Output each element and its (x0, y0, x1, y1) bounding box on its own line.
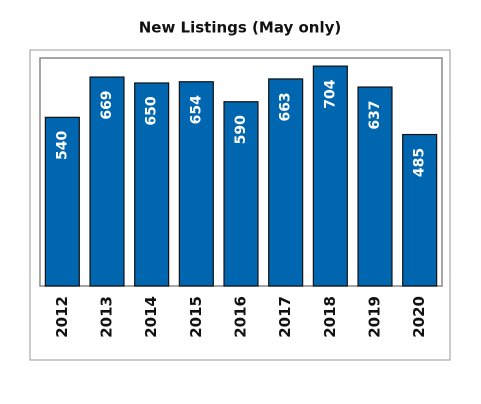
bar (312, 65, 348, 287)
bar (134, 82, 170, 287)
bar (268, 78, 304, 287)
bar (402, 133, 438, 287)
x-tick-label: 2015 (187, 296, 205, 338)
x-tick-label: 2018 (321, 296, 339, 338)
x-tick-label: 2014 (142, 296, 160, 338)
data-label: 663 (278, 92, 294, 121)
data-label: 704 (322, 79, 338, 108)
x-tick-label: 2016 (232, 296, 250, 338)
x-tick-label: 2019 (366, 296, 384, 338)
bar (178, 81, 214, 287)
bar (89, 76, 125, 287)
chart-frame (29, 49, 451, 361)
data-label: 637 (367, 100, 383, 129)
data-label: 540 (54, 130, 70, 159)
bar (357, 86, 393, 287)
data-label: 650 (144, 96, 160, 125)
bar (44, 116, 80, 287)
data-label: 590 (233, 115, 249, 144)
x-tick-label: 2020 (410, 296, 428, 338)
bar (223, 101, 259, 287)
x-tick-label: 2012 (53, 296, 71, 338)
data-label: 669 (99, 90, 115, 119)
chart-title: New Listings (May only) (139, 19, 342, 37)
x-tick-label: 2013 (98, 296, 116, 338)
x-tick-label: 2017 (276, 296, 294, 338)
data-label: 654 (188, 95, 204, 124)
data-label: 485 (412, 148, 428, 177)
